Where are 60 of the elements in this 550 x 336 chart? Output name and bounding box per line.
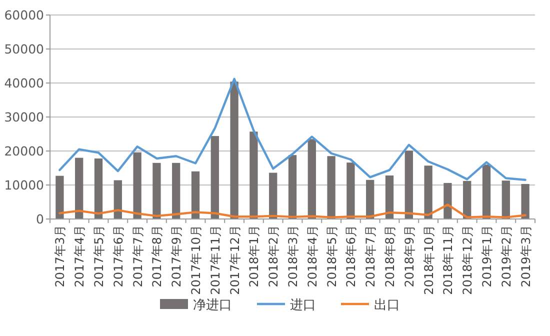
y-tick-label: 30000 xyxy=(4,110,44,124)
x-tick-label: 2018年11月 xyxy=(441,225,456,295)
bar xyxy=(269,172,278,219)
y-tick-label: 10000 xyxy=(4,178,44,192)
x-tick-label: 2019年2月 xyxy=(499,225,514,288)
bar xyxy=(366,180,374,219)
y-tick-label: 50000 xyxy=(4,42,44,56)
bar xyxy=(308,139,316,219)
bar xyxy=(327,156,336,219)
x-tick-label: 2018年9月 xyxy=(402,225,416,288)
bar xyxy=(346,162,355,219)
x-tick-label: 2018年7月 xyxy=(364,225,378,288)
legend-label: 出口 xyxy=(374,298,400,313)
bar xyxy=(404,150,413,219)
x-tick-label: 2019年3月 xyxy=(518,225,533,288)
bar xyxy=(152,162,161,219)
bar xyxy=(482,164,491,219)
x-tick-label: 2018年5月 xyxy=(324,225,339,288)
x-tick-label: 2017年11月 xyxy=(208,225,222,295)
bar xyxy=(250,132,258,219)
x-tick-label: 2017年6月 xyxy=(111,225,126,288)
bar xyxy=(288,155,297,219)
y-tick-label: 60000 xyxy=(4,8,44,22)
bar xyxy=(424,166,432,219)
x-tick-label: 2018年3月 xyxy=(286,225,300,288)
x-tick-label: 2017年7月 xyxy=(130,225,145,288)
y-tick-label: 40000 xyxy=(4,76,44,90)
x-tick-label: 2017年12月 xyxy=(228,225,242,295)
bar xyxy=(521,184,530,219)
x-tick-label: 2018年4月 xyxy=(305,225,320,288)
x-tick-label: 2018年6月 xyxy=(344,225,358,288)
legend-label: 净进口 xyxy=(193,298,232,313)
bar xyxy=(210,136,219,219)
x-tick-label: 2017年5月 xyxy=(92,225,106,288)
bar xyxy=(444,182,452,219)
bar xyxy=(75,158,84,219)
bar xyxy=(114,180,122,219)
bar xyxy=(502,180,510,219)
bar xyxy=(94,158,103,219)
x-tick-label: 2018年12月 xyxy=(460,225,475,295)
bar xyxy=(56,176,64,219)
bar xyxy=(191,171,200,219)
bar xyxy=(385,175,394,219)
x-tick-label: 2017年10月 xyxy=(189,225,203,295)
y-tick-label: 20000 xyxy=(4,144,44,158)
x-tick-label: 2018年10月 xyxy=(422,225,436,295)
bar xyxy=(133,152,142,219)
legend-label: 进口 xyxy=(290,298,316,313)
x-tick-label: 2019年1月 xyxy=(480,225,494,288)
x-tick-label: 2018年1月 xyxy=(247,225,262,288)
bar xyxy=(172,162,180,219)
x-tick-label: 2017年4月 xyxy=(72,225,87,288)
x-tick-label: 2017年9月 xyxy=(170,225,184,288)
x-tick-label: 2017年8月 xyxy=(150,225,164,288)
bar xyxy=(463,180,472,219)
x-tick-label: 2018年8月 xyxy=(383,225,397,288)
x-tick-label: 2018年2月 xyxy=(266,225,281,288)
y-tick-label: 0 xyxy=(36,212,44,226)
x-tick-label: 2017年3月 xyxy=(53,225,68,288)
bar xyxy=(230,82,238,219)
